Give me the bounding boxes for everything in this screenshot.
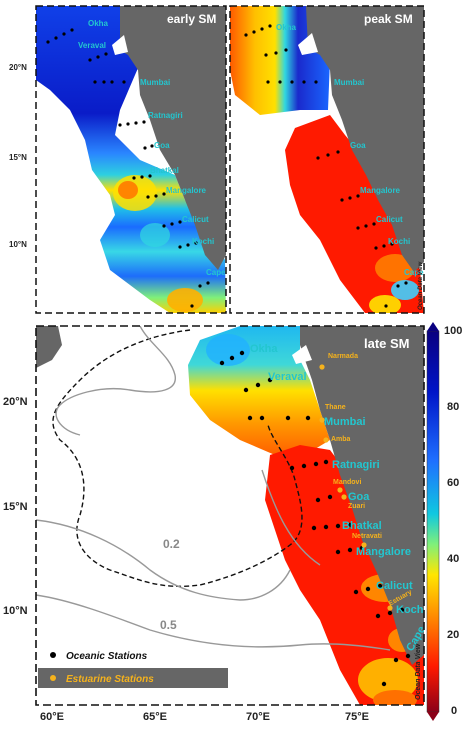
colorbar-scale: [426, 330, 440, 713]
late-frame: [35, 325, 425, 706]
early-lat-20: 20°N: [9, 63, 27, 72]
early-city-mangalore: Mangalore: [166, 186, 207, 195]
legend: Oceanic Stations Estuarine Stations: [38, 651, 228, 688]
late-city-veraval: Veraval: [268, 371, 307, 383]
peak-land: [306, 6, 424, 272]
contour-solid-low: [36, 594, 391, 651]
legend-estuarine-label: Estuarine Stations: [66, 674, 154, 685]
contour-solid-right: [261, 469, 321, 566]
late-field-bottom: [265, 445, 424, 705]
late-lat-10: 10°N: [3, 605, 28, 617]
panel-early: Okha Veraval Mumbai Ratnagiri Goa Bhatka…: [36, 6, 226, 313]
contour-solid-mid: [36, 519, 291, 601]
early-city-ratnagiri: Ratnagiri: [148, 111, 183, 120]
late-title: late SM: [364, 336, 410, 351]
peak-city-kochi: Kochi: [388, 237, 410, 246]
lon-60: 60°E: [40, 711, 64, 723]
late-lat-20: 20°N: [3, 396, 28, 408]
colorbar-tick-0: 0: [451, 705, 457, 717]
late-city-mangalore: Mangalore: [356, 546, 411, 558]
contour-label-05: 0.5: [160, 618, 177, 632]
peak-city-mangalore: Mangalore: [360, 186, 401, 195]
early-frame: [35, 5, 227, 314]
estuary-amba: Amba: [331, 436, 351, 443]
early-city-bhatkal: Bhatkal: [150, 166, 179, 175]
peak-stations: [244, 24, 408, 308]
early-stations: [46, 28, 210, 308]
lon-75: 75°E: [345, 711, 369, 723]
late-stations: [219, 350, 411, 687]
peak-city-calicut: Calicut: [376, 215, 403, 224]
late-estuarine-stations: [319, 364, 393, 611]
early-city-okha: Okha: [88, 19, 109, 28]
colorbar-tick-20: 20: [447, 629, 459, 641]
estuary-zuari: Zuari: [348, 503, 365, 510]
legend-estuarine-marker: [50, 675, 56, 681]
legend-oceanic-label: Oceanic Stations: [66, 651, 148, 662]
colorbar-tick-60: 60: [447, 477, 459, 489]
peak-title: peak SM: [364, 12, 413, 26]
legend-estuarine-box: [38, 668, 228, 688]
late-city-bhatkal: Bhatkal: [342, 520, 382, 532]
early-lat-10: 10°N: [9, 240, 27, 249]
late-lat-15: 15°N: [3, 501, 28, 513]
early-title: early SM: [167, 12, 216, 26]
peak-frame: [229, 5, 425, 314]
colorbar-tick-100: 100: [444, 325, 462, 337]
early-land: [120, 6, 226, 270]
early-lat-15: 15°N: [9, 153, 27, 162]
early-city-calicut: Calicut: [182, 215, 209, 224]
peak-city-mumbai: Mumbai: [334, 78, 364, 87]
peak-city-cape: Cape: [404, 268, 424, 277]
estuary-mandovi: Mandovi: [333, 479, 361, 486]
contour-label-02: 0.2: [163, 537, 180, 551]
late-land-west: [36, 326, 62, 368]
lon-70: 70°E: [246, 711, 270, 723]
early-city-goa: Goa: [154, 141, 170, 150]
early-city-cape: Cape: [206, 268, 226, 277]
colorbar-bottom-arrow: [427, 712, 439, 721]
colorbar: 100 80 60 40 20 0: [426, 322, 462, 721]
colorbar-top-arrow: [427, 322, 439, 331]
late-city-mumbai: Mumbai: [324, 416, 366, 428]
estuary-narmada: Narmada: [328, 353, 358, 360]
early-field: [36, 6, 226, 313]
late-city-ratnagiri: Ratnagiri: [332, 459, 380, 471]
peak-city-okha: Okha: [276, 23, 297, 32]
panel-peak: Okha Mumbai Goa Mangalore Calicut Kochi …: [230, 6, 424, 313]
contour-dashed: [52, 329, 303, 588]
late-city-goa: Goa: [348, 491, 370, 503]
legend-oceanic-marker: [50, 652, 56, 658]
early-city-kochi: Kochi: [192, 237, 214, 246]
estuary-thane: Thane: [325, 404, 346, 411]
late-city-kochi: Kochi: [396, 604, 427, 616]
panel-late: 0.2 0.5 Okha Veraval Mumbai Ratnagiri Go…: [36, 326, 427, 705]
contour-solid-top: [55, 326, 176, 436]
late-city-okha: Okha: [250, 343, 278, 355]
late-city-calicut: Calicut: [376, 580, 413, 592]
colorbar-tick-40: 40: [447, 553, 459, 565]
late-watermark: Ocean Data View: [415, 643, 422, 700]
estuary-netravati: Netravati: [352, 533, 382, 540]
peak-field-top: [230, 6, 330, 115]
late-land-india: [300, 326, 424, 665]
early-city-mumbai: Mumbai: [140, 78, 170, 87]
colorbar-tick-80: 80: [447, 401, 459, 413]
peak-city-goa: Goa: [350, 141, 366, 150]
peak-watermark: Ocean Data View: [418, 262, 424, 310]
lon-65: 65°E: [143, 711, 167, 723]
early-city-veraval: Veraval: [78, 41, 106, 50]
